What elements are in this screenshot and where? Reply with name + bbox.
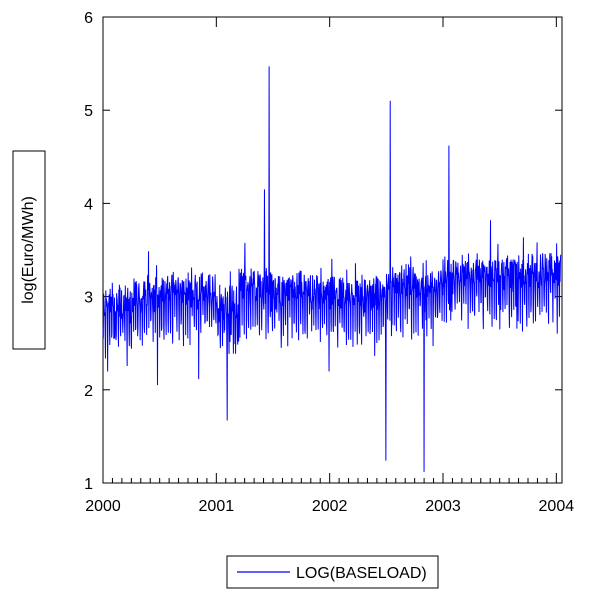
y-axis-title-box xyxy=(12,150,46,350)
y-tick-label: 2 xyxy=(84,383,93,400)
y-axis-title-group: log(Euro/MWh) xyxy=(12,150,46,350)
y-tick-label: 5 xyxy=(84,103,93,120)
y-tick-label: 6 xyxy=(84,10,93,27)
series-group xyxy=(102,66,562,472)
x-tick-label: 2003 xyxy=(425,498,461,515)
x-tick-label: 2004 xyxy=(539,498,575,515)
legend-label: LOG(BASELOAD) xyxy=(296,565,427,582)
x-tick-label: 2002 xyxy=(312,498,348,515)
plot-frame xyxy=(102,16,563,484)
legend: LOG(BASELOAD) xyxy=(226,555,439,589)
y-tick-label: 3 xyxy=(84,290,93,307)
series-line-log-baseload xyxy=(102,66,562,472)
x-tick-label: 2000 xyxy=(85,498,121,515)
y-axis: 1 2 3 4 5 6 xyxy=(84,10,562,493)
y-tick-label: 1 xyxy=(84,476,93,493)
x-axis: 2000 2001 2002 2003 2004 xyxy=(85,17,574,515)
y-tick-label: 4 xyxy=(84,196,93,213)
x-tick-label: 2001 xyxy=(199,498,235,515)
y-axis-title: log(Euro/MWh) xyxy=(20,196,37,304)
